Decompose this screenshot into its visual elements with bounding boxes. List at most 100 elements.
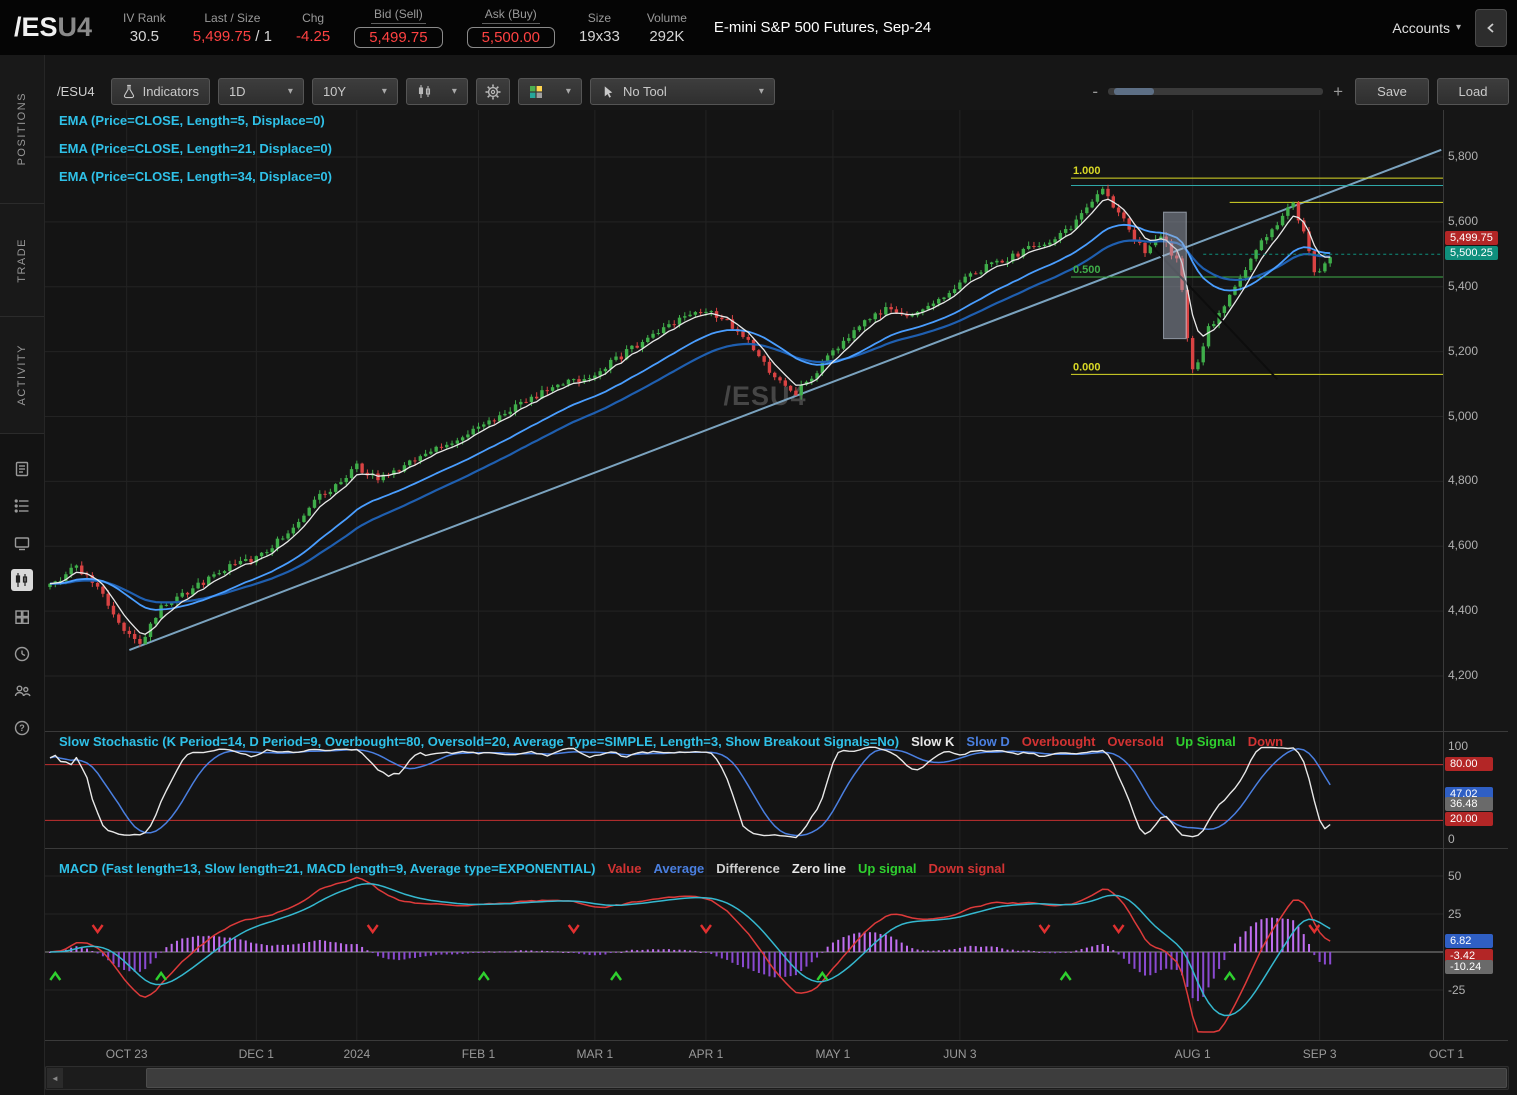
- news-icon[interactable]: [0, 450, 44, 487]
- macd-histogram-bar: [207, 935, 210, 952]
- macd-histogram-bar: [86, 948, 89, 952]
- macd-histogram-bar: [80, 947, 83, 952]
- candle: [831, 350, 835, 356]
- range-value: 10Y: [322, 84, 347, 99]
- clock-icon[interactable]: [0, 635, 44, 672]
- ask-button[interactable]: 5,500.00: [466, 27, 555, 48]
- stochastic-chart[interactable]: [45, 732, 1443, 848]
- indicator-line: [49, 198, 1331, 635]
- bid-button[interactable]: 5,499.75: [354, 27, 443, 48]
- macd-histogram-bar: [509, 951, 512, 953]
- macd-histogram-bar: [165, 947, 168, 952]
- chevron-down-icon: ▾: [451, 86, 457, 97]
- zoom-out-button[interactable]: -: [1092, 81, 1099, 101]
- field-label: Chg: [302, 10, 325, 25]
- candle: [1122, 212, 1126, 219]
- horizontal-scrollbar[interactable]: ◄: [45, 1066, 1509, 1090]
- scroll-left-button[interactable]: ◄: [47, 1068, 63, 1088]
- macd-histogram-bar: [704, 952, 707, 954]
- sidebar-tab-activity[interactable]: ACTIVITY: [0, 317, 44, 434]
- ema-legend: EMA (Price=CLOSE, Length=5, Displace=0) …: [59, 113, 332, 184]
- candle: [180, 592, 184, 597]
- save-button[interactable]: Save: [1355, 78, 1429, 105]
- candle: [630, 345, 634, 350]
- macd-histogram-bar: [445, 952, 448, 955]
- macd-chart[interactable]: [45, 849, 1443, 1040]
- zoom-slider-handle[interactable]: [1114, 88, 1155, 95]
- macd-up-signal: [1223, 970, 1236, 981]
- axis-label: 5,000: [1448, 408, 1479, 423]
- axis-label: 5,600: [1448, 213, 1479, 228]
- indicators-button[interactable]: Indicators: [110, 78, 210, 105]
- zoom-in-button[interactable]: +: [1333, 81, 1343, 101]
- chart-icon[interactable]: [0, 561, 44, 598]
- candle: [810, 378, 814, 382]
- candle: [852, 330, 856, 339]
- macd-histogram-bar: [810, 952, 813, 963]
- accounts-dropdown[interactable]: Accounts ▾: [1392, 20, 1461, 36]
- macd-histogram-bar: [927, 950, 930, 952]
- macd-histogram-bar: [900, 942, 903, 952]
- collapse-panel-button[interactable]: [1475, 8, 1507, 47]
- macd-histogram-bar: [1228, 951, 1231, 953]
- drawing-selection[interactable]: [1163, 211, 1187, 340]
- macd-histogram-bar: [234, 938, 237, 952]
- candle: [1132, 229, 1137, 240]
- gear-icon: [485, 84, 501, 99]
- drawn-trendline[interactable]: [1149, 243, 1279, 380]
- macd-histogram-bar: [138, 952, 141, 972]
- candle: [1265, 237, 1269, 241]
- macd-up-signal: [816, 970, 829, 981]
- people-icon[interactable]: [0, 672, 44, 709]
- scroll-handle[interactable]: [146, 1068, 1507, 1088]
- indicators-label: Indicators: [142, 84, 199, 99]
- candle: [730, 319, 735, 329]
- candle: [265, 552, 269, 554]
- help-icon[interactable]: ?: [0, 709, 44, 746]
- macd-histogram-bar: [1175, 952, 1178, 970]
- trendline[interactable]: [128, 148, 1442, 651]
- macd-histogram-bar: [604, 952, 607, 955]
- candle: [201, 582, 206, 585]
- candle: [894, 309, 899, 313]
- sidebar-tab-positions[interactable]: POSITIONS: [0, 55, 44, 204]
- candle: [1026, 245, 1031, 249]
- macd-histogram-bar: [382, 952, 385, 958]
- candle: [556, 384, 560, 388]
- candle: [1101, 188, 1105, 195]
- macd-histogram-bar: [1138, 952, 1141, 973]
- candle: [1090, 201, 1094, 208]
- candle: [519, 401, 523, 405]
- ledger-icon[interactable]: [0, 487, 44, 524]
- chart-type-dropdown[interactable]: ▾: [405, 78, 468, 105]
- quote-field-size: Size 19x33: [579, 11, 620, 45]
- range-dropdown[interactable]: 10Y ▾: [311, 78, 398, 105]
- timeframe-dropdown[interactable]: 1D ▾: [217, 78, 304, 105]
- legend-item: Down: [1247, 734, 1284, 749]
- macd-histogram-bar: [1064, 951, 1067, 953]
- chart-settings-button[interactable]: [475, 78, 510, 105]
- zoom-slider[interactable]: [1108, 88, 1324, 95]
- grid-icon[interactable]: [0, 598, 44, 635]
- legend-item: Slow K: [911, 734, 955, 749]
- chart-style-dropdown[interactable]: ▾: [517, 78, 582, 105]
- candle: [159, 605, 163, 618]
- left-sidebar: POSITIONS TRADE ACTIVITY ?: [0, 55, 45, 1095]
- save-label: Save: [1377, 84, 1407, 99]
- tv-icon[interactable]: [0, 524, 44, 561]
- chevron-down-icon: ▾: [287, 86, 293, 97]
- candle: [360, 463, 364, 473]
- sidebar-tab-trade[interactable]: TRADE: [0, 204, 44, 317]
- drawing-tool-dropdown[interactable]: No Tool ▾: [589, 78, 775, 105]
- load-button[interactable]: Load: [1437, 78, 1509, 105]
- zoom-control: - +: [1092, 82, 1343, 102]
- legend-item: Up Signal: [1175, 734, 1236, 749]
- macd-histogram-bar: [784, 952, 787, 977]
- candle: [698, 312, 703, 314]
- candle: [349, 469, 354, 478]
- candle: [58, 580, 63, 582]
- candle: [926, 305, 930, 310]
- candle: [635, 345, 639, 348]
- macd-histogram-bar: [990, 946, 993, 952]
